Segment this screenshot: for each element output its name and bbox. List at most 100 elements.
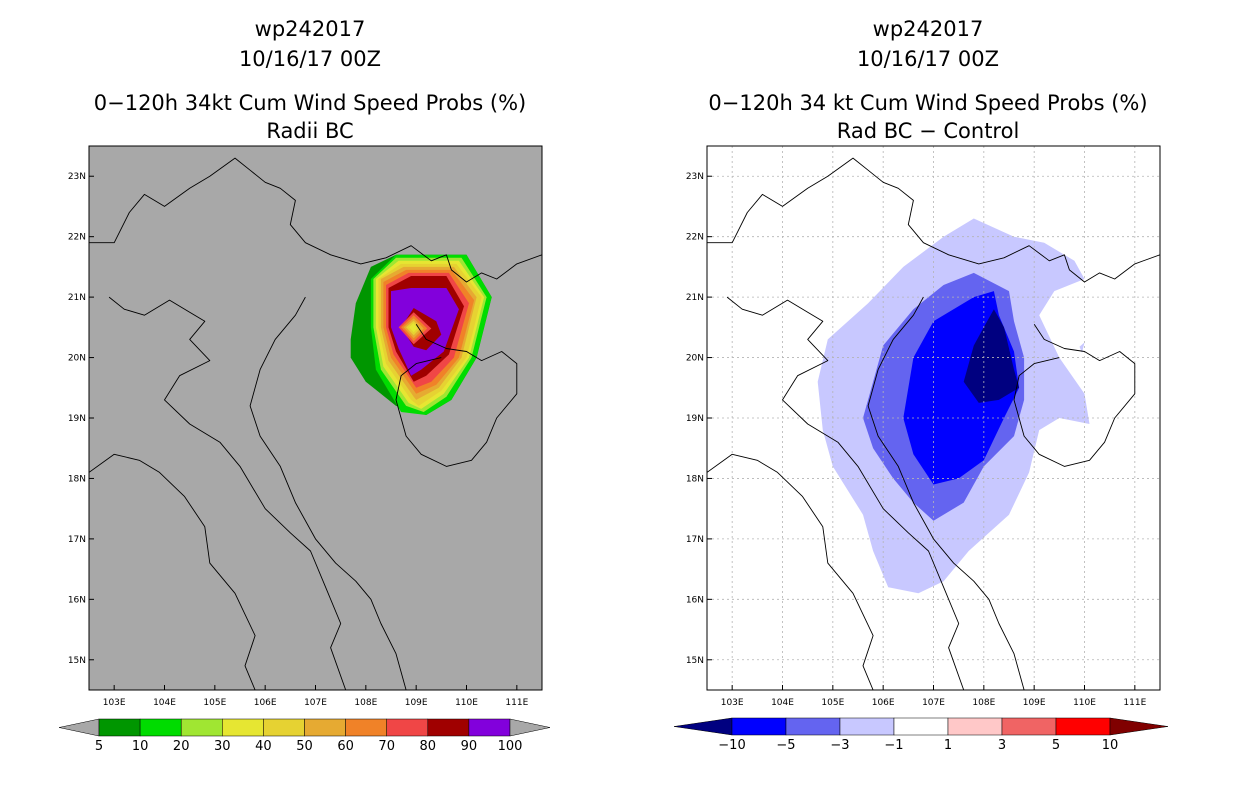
right-colorbar-label: 3 (998, 738, 1006, 753)
left-x-tick-label: 108E (354, 698, 377, 708)
left-probability-contours (350, 254, 492, 415)
right-colorbar-label: −10 (718, 738, 745, 753)
right-colorbar-label: 1 (944, 738, 952, 753)
right-y-tick-label: 18N (686, 474, 704, 484)
left-x-tick-label: 103E (103, 698, 126, 708)
right-colorbar-swatch (785, 717, 841, 736)
right-y-tick-label: 20N (686, 354, 704, 364)
right-colorbar-over-arrow (1109, 717, 1169, 736)
right-colorbar-swatch (1001, 717, 1057, 736)
left-colorbar-swatch (386, 718, 429, 737)
right-coastline (707, 157, 1160, 690)
left-colorbar-label: 30 (214, 739, 231, 754)
left-colorbar-label: 20 (173, 739, 190, 754)
right-colorbar-swatch (947, 717, 1003, 736)
left-colorbar: 5 10 20 30 40 50 60 70 80 90 100 (58, 718, 551, 754)
right-title-line-1: wp242017 (873, 17, 984, 41)
right-colorbar-swatch (1055, 717, 1111, 736)
left-coastline-segment (249, 296, 407, 690)
right-y-tick-label: 23N (686, 172, 704, 182)
left-colorbar-label: 40 (255, 739, 272, 754)
right-title-line-3: 0−120h 34 kt Cum Wind Speed Probs (%) (708, 91, 1147, 115)
left-colorbar-label: 5 (95, 739, 103, 754)
right-x-tick-label: 104E (771, 698, 794, 708)
right-x-tick-label: 106E (872, 698, 895, 708)
left-title-line-2: 10/16/17 00Z (239, 47, 381, 71)
right-contour--1-islet (1079, 342, 1085, 353)
right-x-tick-label: 105E (821, 698, 844, 708)
panel-rad-bc-minus-control: wp242017 10/16/17 00Z 0−120h 34 kt Cum W… (673, 17, 1169, 753)
right-y-tick-label: 17N (686, 535, 704, 545)
left-title-line-4: Radii BC (266, 119, 353, 143)
left-x-tick-label: 110E (455, 698, 478, 708)
right-coastline-segment (1013, 324, 1136, 467)
right-colorbar-label: 10 (1102, 738, 1119, 753)
right-colorbar-swatch (839, 717, 895, 736)
right-y-tick-label: 22N (686, 233, 704, 243)
left-title-line-3: 0−120h 34kt Cum Wind Speed Probs (%) (94, 91, 526, 115)
left-coastline-segment (89, 453, 256, 690)
right-colorbar-label: 5 (1052, 738, 1060, 753)
right-title-line-4: Rad BC − Control (837, 119, 1020, 143)
right-colorbar-label: −3 (830, 738, 849, 753)
left-coastline-segment (395, 324, 518, 467)
right-y-tick-label: 15N (686, 656, 704, 666)
left-x-tick-label: 106E (254, 698, 277, 708)
left-colorbar-label: 70 (378, 739, 395, 754)
left-colorbar-label: 80 (420, 739, 437, 754)
left-colorbar-under-arrow (58, 718, 100, 737)
left-y-tick-label: 17N (68, 535, 86, 545)
right-coastline-segment (707, 453, 874, 690)
left-colorbar-swatch (427, 718, 470, 737)
panel-radii-bc: wp242017 10/16/17 00Z 0−120h 34kt Cum Wi… (58, 17, 551, 754)
left-colorbar-swatch (304, 718, 346, 737)
right-y-tick-label: 19N (686, 414, 704, 424)
left-colorbar-swatch (139, 718, 182, 737)
left-y-tick-label: 20N (68, 354, 86, 364)
right-colorbar-label: −1 (884, 738, 903, 753)
right-colorbar-swatch (893, 717, 949, 736)
right-colorbar: −10 −5 −3 −1 1 3 5 10 (673, 717, 1169, 753)
right-grid (707, 146, 1160, 690)
left-colorbar-swatch (468, 718, 511, 737)
right-y-tick-label: 21N (686, 293, 704, 303)
left-x-tick-label: 105E (203, 698, 226, 708)
left-contour-peak-30 (409, 323, 418, 333)
left-map-background (89, 146, 542, 690)
right-colorbar-label: −5 (776, 738, 795, 753)
left-colorbar-swatch (98, 718, 141, 737)
right-colorbar-under-arrow (673, 717, 733, 736)
right-x-tick-label: 103E (721, 698, 744, 708)
left-colorbar-over-arrow (509, 718, 551, 737)
left-colorbar-swatch (345, 718, 387, 737)
right-title-line-2: 10/16/17 00Z (857, 47, 999, 71)
left-y-tick-label: 15N (68, 656, 86, 666)
left-title-line-1: wp242017 (255, 17, 366, 41)
left-y-tick-label: 23N (68, 172, 86, 182)
right-x-tick-label: 111E (1123, 698, 1146, 708)
left-y-tick-label: 21N (68, 293, 86, 303)
right-coastline-segment (707, 157, 1160, 283)
left-colorbar-label: 10 (132, 739, 149, 754)
left-y-tick-label: 22N (68, 233, 86, 243)
left-x-tick-label: 104E (153, 698, 176, 708)
right-difference-contours (817, 218, 1090, 594)
left-colorbar-swatch (180, 718, 223, 737)
left-x-tick-label: 107E (304, 698, 327, 708)
right-x-tick-label: 109E (1023, 698, 1046, 708)
left-y-tick-label: 18N (68, 474, 86, 484)
right-colorbar-swatch (731, 717, 787, 736)
left-y-tick-label: 19N (68, 414, 86, 424)
left-colorbar-label: 50 (296, 739, 313, 754)
right-x-tick-label: 107E (922, 698, 945, 708)
right-x-tick-label: 110E (1073, 698, 1096, 708)
left-colorbar-label: 60 (337, 739, 354, 754)
left-coastline (89, 157, 542, 690)
left-x-tick-label: 111E (505, 698, 528, 708)
left-x-tick-label: 109E (405, 698, 428, 708)
left-axis-ticks: 103E 104E 105E 106E 107E 108E 109E 110E 111E 15N 1… (68, 172, 529, 708)
right-x-tick-label: 108E (972, 698, 995, 708)
right-coastline-segment (726, 296, 965, 690)
left-coastline-segment (89, 157, 542, 283)
